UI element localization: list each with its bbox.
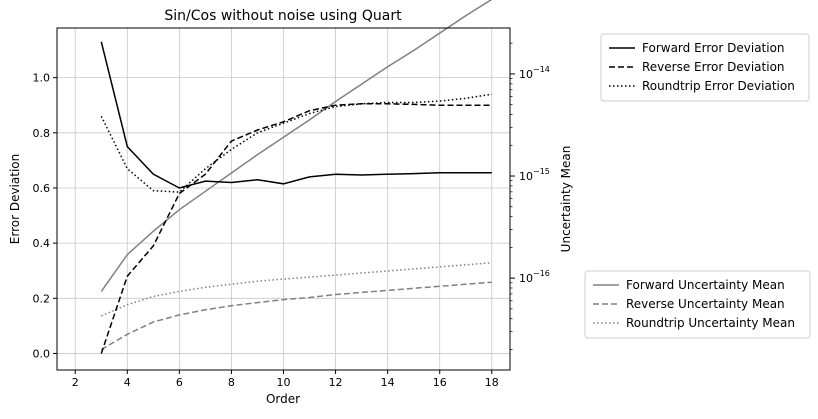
- legend-label: Reverse Uncertainty Mean: [626, 297, 785, 311]
- legend-label: Roundtrip Uncertainty Mean: [626, 316, 795, 330]
- chart-title: Sin/Cos without noise using Quart: [164, 8, 402, 24]
- x-tick-label: 16: [433, 376, 447, 389]
- grid-lines: [57, 28, 510, 370]
- series-line-roundtrip-uncertainty-mean: [101, 262, 492, 317]
- x-tick-label: 12: [329, 376, 343, 389]
- legend-box: [584, 270, 811, 339]
- x-tick-label: 14: [381, 376, 395, 389]
- right-y-axis-ticks: 10−16 10−15 10−14: [510, 42, 550, 350]
- left-y-tick-label: 0.6: [33, 182, 51, 195]
- left-y-axis-label: Error Deviation: [8, 154, 22, 244]
- series-line-reverse-uncertainty-mean: [100, 281, 492, 351]
- left-y-axis-ticks: 0.0 0.2 0.4 0.6 0.8 1.0: [33, 72, 57, 360]
- legend-label: Forward Uncertainty Mean: [626, 278, 785, 292]
- legend-label: Reverse Error Deviation: [642, 60, 785, 74]
- series-line-forward-error-deviation: [100, 41, 492, 189]
- series-line-forward-uncertainty-mean: [100, 0, 493, 292]
- left-y-tick-label: 1.0: [33, 72, 51, 85]
- series-line-reverse-error-deviation: [100, 103, 492, 354]
- left-y-tick-label: 0.8: [33, 127, 51, 140]
- left-y-tick-label: 0.2: [33, 292, 51, 305]
- x-tick-label: 18: [485, 376, 499, 389]
- x-axis-ticks: 2 4 6 8 10 12 14 16 18: [72, 370, 499, 389]
- legend-error: Forward Error Deviation Reverse Error Dev…: [600, 33, 810, 102]
- uncertainty-series-group: [100, 0, 493, 351]
- right-y-tick-label: 10−14: [519, 65, 550, 81]
- legend-label: Forward Error Deviation: [642, 41, 785, 55]
- right-y-tick-label: 10−16: [519, 269, 550, 285]
- x-tick-label: 4: [124, 376, 131, 389]
- x-axis-label: Order: [266, 392, 300, 406]
- legend-uncertainty: Forward Uncertainty Mean Reverse Uncertai…: [584, 270, 811, 339]
- right-y-axis-label: Uncertainty Mean: [559, 146, 573, 253]
- x-tick-label: 2: [72, 376, 79, 389]
- x-tick-label: 10: [277, 376, 291, 389]
- legend-label: Roundtrip Error Deviation: [642, 79, 795, 93]
- legend-box: [600, 33, 810, 102]
- x-tick-label: 8: [228, 376, 235, 389]
- left-y-tick-label: 0.4: [33, 237, 51, 250]
- left-y-tick-label: 0.0: [33, 347, 51, 360]
- error-series-group: [100, 41, 492, 354]
- x-tick-label: 6: [176, 376, 183, 389]
- right-y-tick-label: 10−15: [519, 167, 550, 183]
